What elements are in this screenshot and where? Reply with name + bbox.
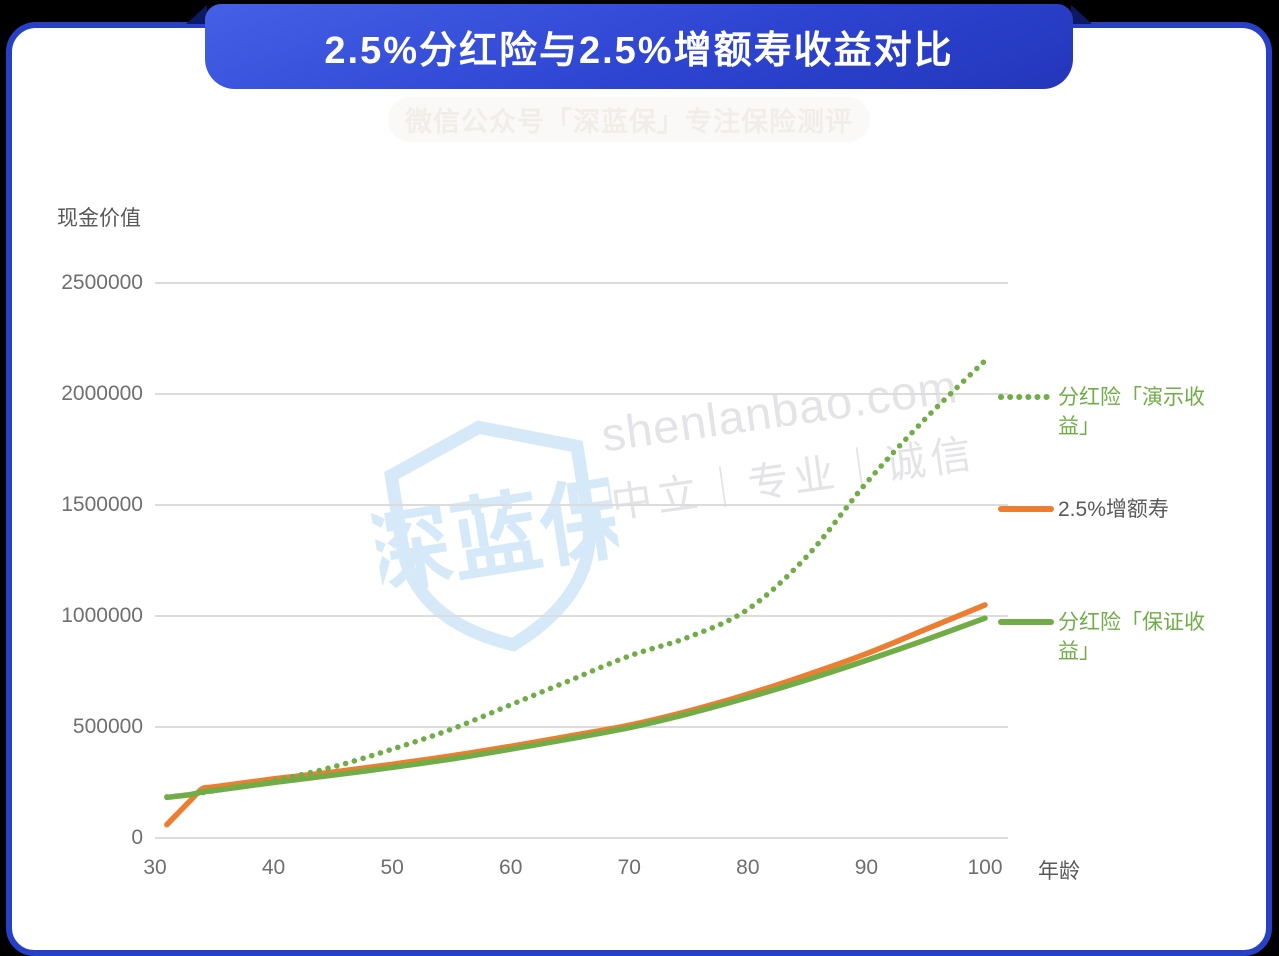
title-banner: 2.5%分红险与2.5%增额寿收益对比	[205, 4, 1073, 89]
legend-label-guaranteed-dividend: 分红险「保证收益」	[1058, 611, 1205, 663]
y-axis-title: 现金价值	[57, 207, 141, 230]
y-tick-label: 2000000	[61, 382, 143, 405]
x-tick-label: 50	[380, 856, 404, 879]
x-axis-title: 年龄	[1038, 860, 1080, 883]
x-tick-label: 70	[617, 856, 641, 879]
legend-label-demo-dividend: 分红险「演示收益」	[1058, 386, 1205, 438]
subtitle-watermark-pill: 微信公众号「深蓝保」专注保险测评	[388, 97, 870, 142]
ribbon-fold-right	[1071, 5, 1092, 24]
y-tick-label: 2500000	[61, 271, 143, 294]
x-tick-label: 30	[143, 856, 167, 879]
brand-watermark-text: 深蓝保	[359, 467, 634, 608]
y-tick-label: 1000000	[61, 604, 143, 627]
y-tick-label: 0	[131, 826, 143, 849]
x-tick-label: 100	[967, 856, 1003, 879]
x-tick-label: 60	[499, 856, 523, 879]
brand-shield-watermark: 深蓝保	[359, 420, 634, 652]
x-tick-label: 90	[854, 856, 879, 879]
legend-label-increasing-whole-life: 2.5%增额寿	[1058, 498, 1169, 521]
x-tick-label: 40	[261, 856, 286, 879]
page-title: 2.5%分红险与2.5%增额寿收益对比	[324, 30, 954, 72]
x-tick-label: 80	[736, 856, 760, 879]
subtitle-watermark-text: 微信公众号「深蓝保」专注保险测评	[405, 107, 853, 137]
y-tick-label: 1500000	[61, 493, 143, 516]
y-tick-label: 500000	[72, 715, 143, 738]
